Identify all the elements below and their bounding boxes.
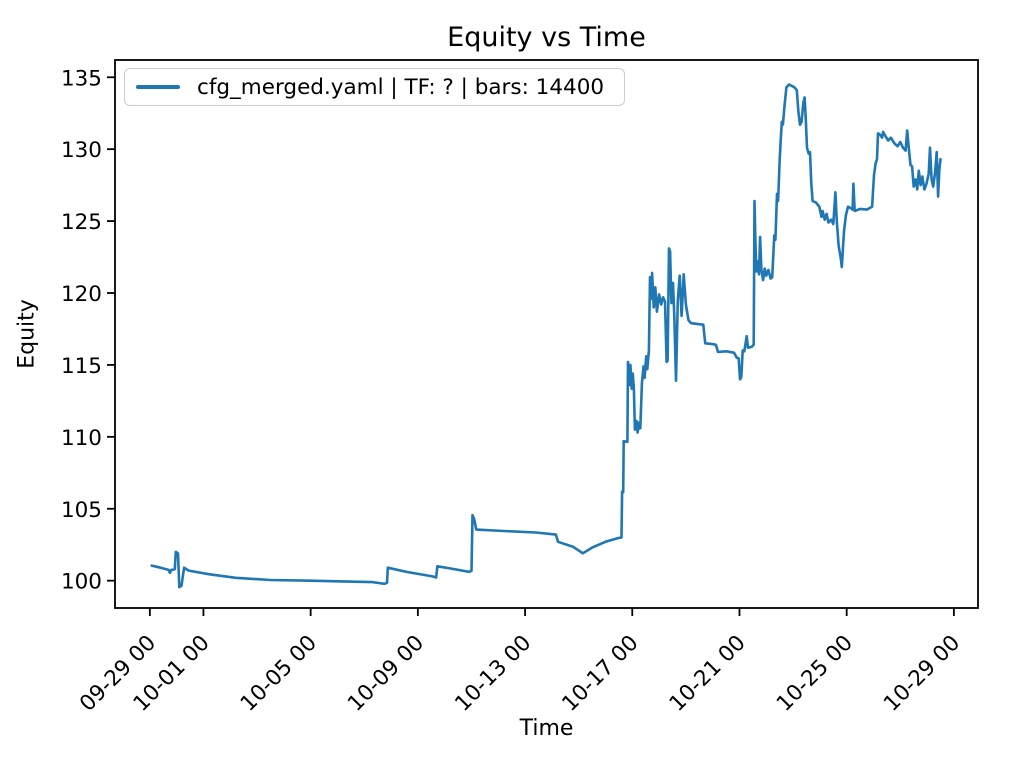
y-tick-label: 120	[61, 282, 102, 307]
y-axis-label: Equity	[14, 299, 40, 369]
y-tick-label: 110	[61, 426, 102, 451]
plot-border	[114, 59, 979, 609]
x-tick-label: 10-13 00	[450, 631, 536, 717]
legend-line-sample	[136, 85, 180, 89]
x-tick-label: 10-17 00	[557, 631, 643, 717]
equity-line	[150, 83, 942, 589]
legend: cfg_merged.yaml | TF: ? | bars: 14400	[124, 68, 625, 106]
chart-title: Equity vs Time	[447, 22, 646, 53]
y-tick-label: 100	[61, 570, 102, 595]
x-tick-label: 10-05 00	[236, 631, 322, 717]
y-tick-label: 135	[61, 66, 102, 91]
x-tick-label: 10-21 00	[665, 631, 751, 717]
y-tick-label: 105	[61, 498, 102, 523]
x-tick-label: 10-29 00	[879, 631, 965, 717]
x-tick-label: 10-25 00	[772, 631, 858, 717]
x-axis-label: Time	[519, 716, 574, 741]
y-tick-label: 125	[61, 210, 102, 235]
y-tick-label: 130	[61, 138, 102, 163]
x-tick-label: 10-09 00	[343, 631, 429, 717]
y-tick-label: 115	[61, 354, 102, 379]
legend-label: cfg_merged.yaml | TF: ? | bars: 14400	[197, 74, 605, 100]
